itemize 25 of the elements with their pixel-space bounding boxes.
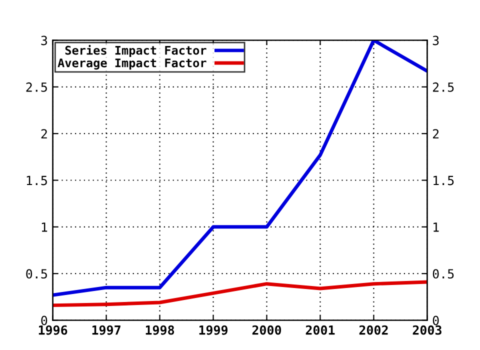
x-tick-label: 2001 [306,325,335,335]
y-tick-label: 2 [41,129,47,138]
legend-label: Series Impact Factor [65,44,206,58]
y2-tick-label: 0 [432,316,439,326]
y2-tick-label: 2 [432,129,439,138]
y2-tick-label: 1.5 [434,176,454,186]
y-tick-label: 0.5 [26,269,47,279]
x-tick-label: 1998 [146,325,174,335]
x-tick-label: 2002 [359,325,388,335]
x-tick-label: 2003 [412,325,442,335]
y-tick-label: 1.5 [26,176,47,186]
x-tick-label: 2000 [252,325,282,335]
y2-tick-label: 0.5 [432,269,454,279]
x-tick-label: 1996 [38,325,68,335]
legend-label: Average Impact Factor [58,58,206,70]
y-tick-label: 3 [41,36,47,46]
y-tick-label: 2.5 [26,82,47,92]
line-series [52,280,428,308]
y-tick-label: 0 [41,316,48,326]
y2-tick-label: 1 [434,222,439,232]
y2-tick-label: 2.5 [432,82,454,92]
y2-tick-label: 3 [432,36,439,46]
y-tick-label: 1 [42,222,48,232]
x-tick-label: 1997 [92,325,120,335]
x-tick-label: 1999 [199,325,228,335]
